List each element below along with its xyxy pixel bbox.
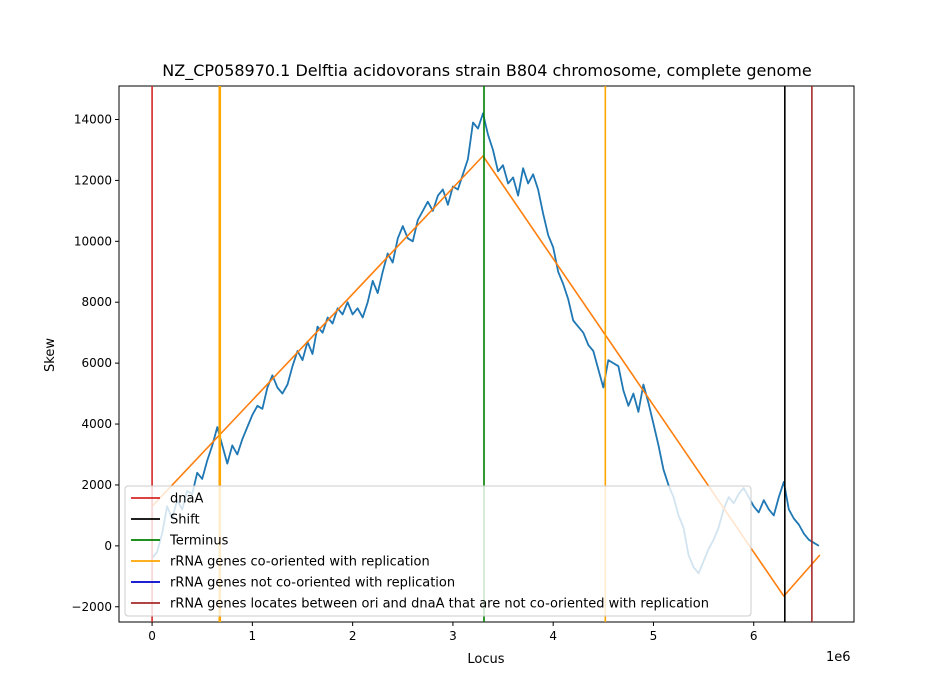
x-axis-label: Locus xyxy=(467,652,504,667)
y-tick-label: −2000 xyxy=(71,600,112,614)
plot-frame xyxy=(118,85,855,623)
x-offset-label: 1e6 xyxy=(826,650,851,665)
x-tick-label: 6 xyxy=(750,629,758,643)
x-tick-label: 3 xyxy=(449,629,457,643)
fitted-skew-line xyxy=(151,155,821,597)
y-tick-label: 12000 xyxy=(74,173,112,187)
chart-title: NZ_CP058970.1 Delftia acidovorans strain… xyxy=(162,61,811,81)
legend-label: rRNA genes locates between ori and dnaA … xyxy=(170,597,709,612)
y-tick-label: 10000 xyxy=(74,234,112,248)
legend-label: rRNA genes not co-oriented with replicat… xyxy=(170,576,455,591)
legend-box xyxy=(124,485,752,617)
x-tick-label: 5 xyxy=(650,629,658,643)
x-tick-label: 4 xyxy=(549,629,557,643)
y-tick-label: 4000 xyxy=(81,417,112,431)
legend-label: Terminus xyxy=(169,534,229,549)
x-tick-label: 2 xyxy=(349,629,357,643)
legend: dnaA Shift Terminus rRNA genes co-oriented … xyxy=(124,485,752,617)
y-axis: −2000 0 2000 4000 6000 8000 10000 12000 14000 xyxy=(71,113,119,614)
y-tick-label: 0 xyxy=(104,539,112,553)
x-tick-label: 0 xyxy=(148,629,156,643)
y-axis-label: Skew xyxy=(43,338,58,372)
x-tick-label: 1 xyxy=(249,629,257,643)
y-tick-label: 14000 xyxy=(74,113,112,127)
plot-area xyxy=(118,85,855,623)
y-tick-label: 8000 xyxy=(81,295,112,309)
x-axis: 0 1 2 3 4 5 6 xyxy=(148,622,758,643)
y-tick-label: 6000 xyxy=(81,356,112,370)
legend-label: dnaA xyxy=(170,492,203,507)
legend-label: rRNA genes co-oriented with replication xyxy=(170,555,430,570)
legend-label: Shift xyxy=(170,513,200,528)
y-tick-label: 2000 xyxy=(81,478,112,492)
